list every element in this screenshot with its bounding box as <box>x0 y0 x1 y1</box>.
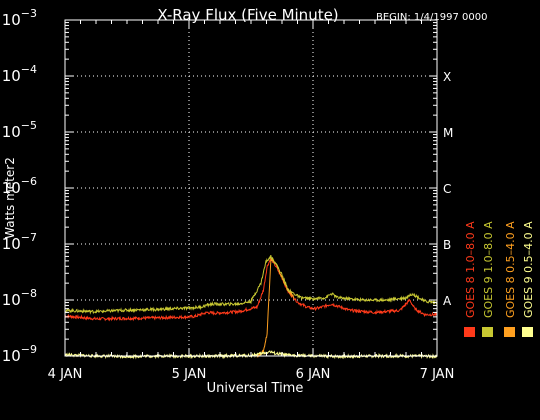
y-tick-label: 10−6 <box>2 175 37 197</box>
y-tick-label: 10−4 <box>2 63 37 85</box>
flare-class-label: X <box>443 70 451 84</box>
legend-entry: GOES 8 1.0–8.0 A <box>464 221 477 318</box>
legend-swatch <box>482 327 493 337</box>
legend-entry: GOES 9 1.0–8.0 A <box>482 221 495 318</box>
x-axis: 4 JAN 5 JAN 6 JAN 7 JAN <box>48 20 455 382</box>
x-tick-label: 7 JAN <box>420 367 455 382</box>
x-tick-label: 5 JAN <box>172 367 207 382</box>
x-tick-label: 4 JAN <box>48 367 83 382</box>
legend-swatch <box>464 327 475 337</box>
legend-swatch <box>522 327 533 337</box>
y-tick-label: 10−8 <box>2 287 37 309</box>
y-axis: 10−9 10−8 10−7 10−6 10−5 10−4 10−3 <box>2 7 437 365</box>
flare-class-label: B <box>443 238 451 252</box>
chart-title: X-Ray Flux (Five Minute) <box>157 6 338 24</box>
flare-class-label: A <box>443 294 452 308</box>
y-tick-label: 10−9 <box>2 343 37 365</box>
flare-class-labels: A B C M X <box>443 70 453 308</box>
y-tick-label: 10−5 <box>2 119 37 141</box>
flare-class-label: C <box>443 182 451 196</box>
series-line <box>64 257 438 322</box>
flare-class-label: M <box>443 126 453 140</box>
legend-entry: GOES 9 0.5–4.0 A <box>522 221 535 318</box>
series-line <box>64 255 438 315</box>
x-axis-label: Universal Time <box>207 381 304 396</box>
y-tick-label: 10−3 <box>2 7 37 29</box>
legend: GOES 8 1.0–8.0 A GOES 9 1.0–8.0 A GOES 8 0… <box>464 221 535 337</box>
x-tick-label: 6 JAN <box>296 367 331 382</box>
begin-label: BEGIN: 1/4/1997 0000 <box>376 12 487 23</box>
legend-swatch <box>504 327 515 337</box>
y-axis-label: Watts meter2 <box>3 157 17 239</box>
legend-entry: GOES 8 0.5–4.0 A <box>504 221 517 318</box>
y-tick-label: 10−7 <box>2 231 37 253</box>
